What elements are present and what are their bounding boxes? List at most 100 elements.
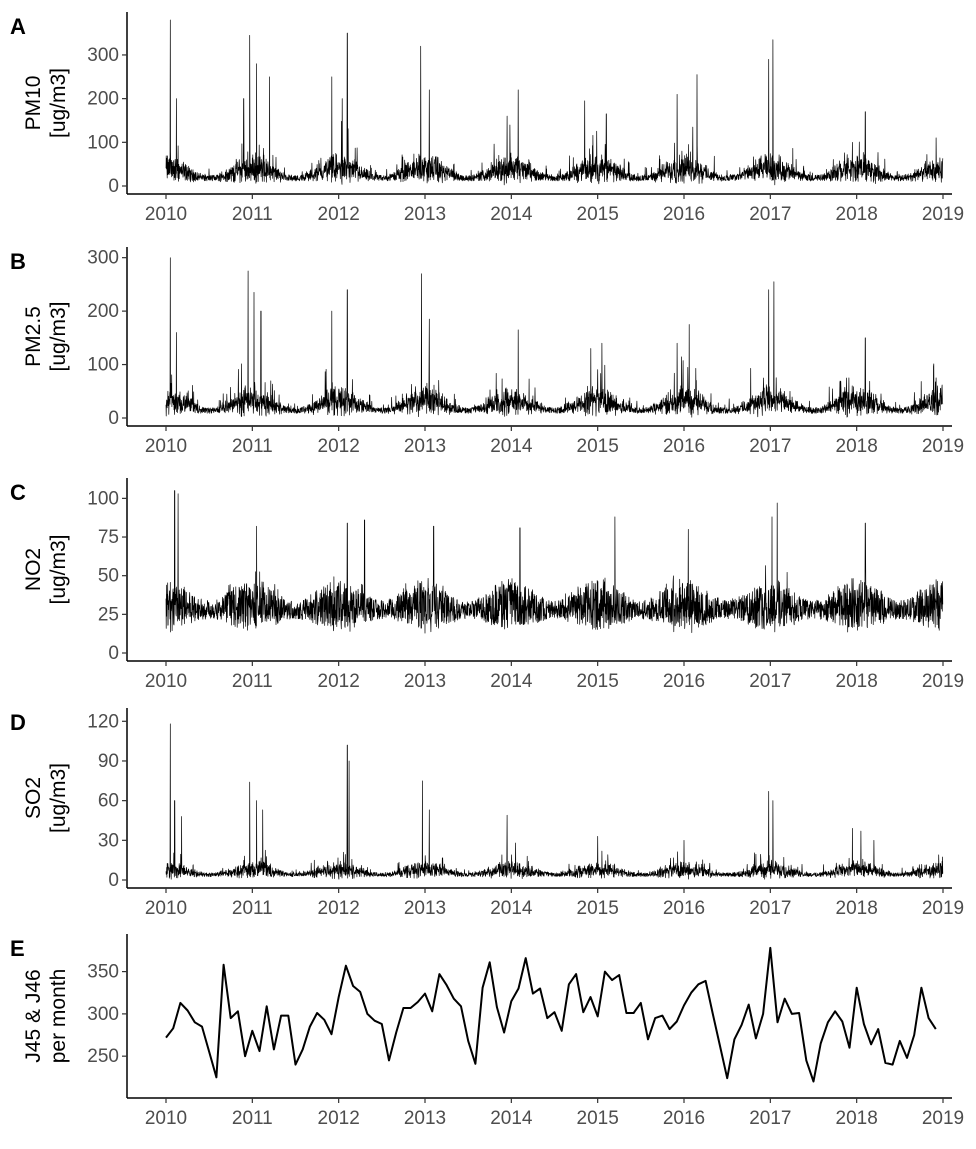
x-tick-label: 2010 — [145, 898, 187, 919]
series-line — [165, 490, 944, 634]
x-tick-label: 2018 — [836, 671, 878, 692]
y-tick-label: 0 — [108, 870, 119, 891]
y-axis-label-line2: [ug/m3] — [47, 534, 70, 604]
y-tick-label: 50 — [98, 566, 119, 587]
x-tick-label: 2012 — [318, 898, 360, 919]
x-tick-label: 2017 — [749, 436, 791, 457]
y-tick-label: 60 — [98, 791, 119, 812]
x-tick-label: 2012 — [318, 671, 360, 692]
y-axis-label-line1: J45 & J46 — [22, 969, 45, 1062]
x-tick-label: 2017 — [749, 1108, 791, 1129]
x-tick-label: 2018 — [836, 436, 878, 457]
x-tick-label: 2013 — [404, 1108, 446, 1129]
panel-d: D 0 30 60 90 120 2010 2011 2012 2013 2014 2015 2016 2… — [10, 708, 964, 919]
y-axis-label-line2: [ug/m3] — [47, 763, 70, 833]
x-tick-label: 2016 — [663, 1108, 705, 1129]
y-tick-label: 30 — [98, 830, 119, 851]
y-tick-label: 75 — [98, 527, 119, 548]
y-axis-label-line2: per month — [47, 969, 70, 1064]
y-tick-label: 350 — [87, 962, 119, 983]
panel-label: A — [10, 14, 26, 39]
y-tick-label: 0 — [108, 408, 119, 429]
x-tick-label: 2011 — [232, 436, 273, 457]
x-tick-label: 2018 — [836, 898, 878, 919]
y-axis-label-line1: PM2.5 — [22, 306, 45, 367]
x-tick-label: 2016 — [663, 436, 705, 457]
x-tick-label: 2014 — [490, 1108, 533, 1129]
y-tick-label: 250 — [87, 1046, 119, 1067]
panel-label: C — [10, 480, 26, 505]
series-line — [165, 946, 937, 1083]
y-axis-label: SO2 [ug/m3] — [22, 763, 70, 833]
x-tick-label: 2019 — [922, 436, 964, 457]
y-axis-label-line2: [ug/m3] — [47, 301, 70, 371]
y-tick-label: 100 — [87, 355, 119, 376]
y-axis-label-line2: [ug/m3] — [47, 68, 70, 138]
series-line — [165, 19, 944, 186]
y-axis-label-line1: SO2 — [22, 777, 45, 819]
y-tick-label: 300 — [87, 45, 119, 66]
x-tick-label: 2019 — [922, 204, 964, 225]
x-tick-label: 2015 — [577, 671, 619, 692]
x-tick-label: 2017 — [749, 671, 791, 692]
x-tick-label: 2015 — [577, 436, 619, 457]
y-axis-label-line1: NO2 — [22, 548, 45, 591]
x-tick-label: 2016 — [663, 204, 705, 225]
y-tick-label: 0 — [108, 643, 119, 664]
x-tick-label: 2018 — [836, 204, 878, 225]
y-axis-label: NO2 [ug/m3] — [22, 534, 70, 604]
x-tick-label: 2019 — [922, 671, 964, 692]
x-tick-label: 2016 — [663, 898, 705, 919]
panel-a: A 0 100 200 300 2010 2011 2012 2013 2014 2015 2016 2… — [10, 12, 964, 225]
y-axis-label: PM10 [ug/m3] — [22, 68, 70, 138]
x-tick-label: 2014 — [490, 204, 533, 225]
y-tick-label: 100 — [87, 132, 119, 153]
x-tick-label: 2011 — [232, 1108, 273, 1129]
x-tick-label: 2012 — [318, 204, 360, 225]
x-tick-label: 2017 — [749, 898, 791, 919]
x-tick-label: 2014 — [490, 898, 533, 919]
y-axis-label: J45 & J46 per month — [22, 969, 70, 1064]
x-tick-label: 2011 — [232, 204, 273, 225]
y-tick-label: 100 — [87, 488, 119, 509]
x-tick-label: 2016 — [663, 671, 705, 692]
panel-b: B 0 100 200 300 2010 2011 2012 2013 2014 2015 2016 2… — [10, 247, 964, 457]
x-tick-label: 2010 — [145, 204, 187, 225]
panel-label: D — [10, 710, 26, 735]
y-axis-label: PM2.5 [ug/m3] — [22, 301, 70, 371]
series-line — [165, 257, 944, 418]
panel-c: C 0 25 50 75 100 2010 2011 2012 2013 2014 2015 2016 2… — [10, 478, 964, 692]
y-tick-label: 300 — [87, 1004, 119, 1025]
series-line — [165, 723, 944, 880]
x-tick-label: 2011 — [232, 671, 273, 692]
y-tick-label: 200 — [87, 301, 119, 322]
x-tick-label: 2015 — [577, 204, 619, 225]
x-tick-label: 2010 — [145, 671, 187, 692]
x-tick-label: 2019 — [922, 1108, 964, 1129]
y-tick-label: 300 — [87, 248, 119, 269]
x-tick-label: 2013 — [404, 436, 446, 457]
x-tick-label: 2018 — [836, 1108, 878, 1129]
panel-label: B — [10, 249, 26, 274]
x-tick-label: 2010 — [145, 1108, 187, 1129]
y-tick-label: 200 — [87, 89, 119, 110]
y-tick-label: 25 — [98, 604, 119, 625]
x-tick-label: 2014 — [490, 671, 533, 692]
x-tick-label: 2013 — [404, 898, 446, 919]
y-axis-label-line1: PM10 — [22, 76, 45, 131]
x-tick-label: 2019 — [922, 898, 964, 919]
x-tick-label: 2012 — [318, 436, 360, 457]
x-tick-label: 2014 — [490, 436, 533, 457]
x-tick-label: 2012 — [318, 1108, 360, 1129]
panel-label: E — [10, 936, 25, 961]
x-tick-label: 2013 — [404, 671, 446, 692]
y-tick-label: 90 — [98, 751, 119, 772]
x-tick-label: 2010 — [145, 436, 187, 457]
panel-e: E 250 300 350 2010 2011 2012 2013 2014 2015 2016 20… — [10, 934, 964, 1129]
x-tick-label: 2015 — [577, 1108, 619, 1129]
y-tick-label: 0 — [108, 176, 119, 197]
y-tick-label: 120 — [87, 711, 119, 732]
x-tick-label: 2017 — [749, 204, 791, 225]
x-tick-label: 2015 — [577, 898, 619, 919]
